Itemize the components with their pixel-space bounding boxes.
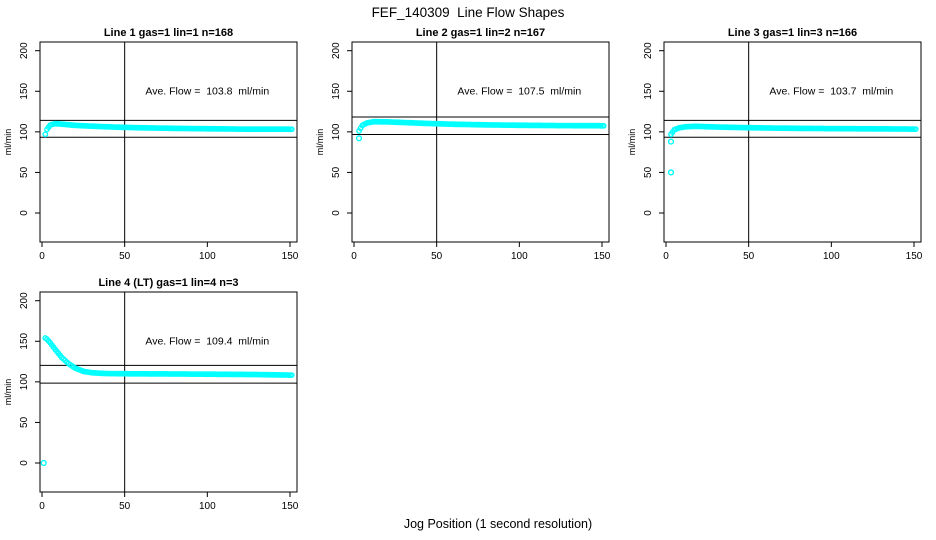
y-tick-label: 150: [331, 82, 342, 99]
x-tick-label: 100: [823, 251, 840, 262]
data-point: [42, 131, 49, 138]
y-tick-label: 100: [643, 123, 654, 140]
scatter-points: [667, 123, 919, 176]
y-tick-label: 0: [331, 210, 342, 216]
scatter-points: [40, 335, 295, 467]
data-point: [600, 122, 607, 129]
x-tick-label: 150: [282, 251, 299, 262]
x-tick-label: 50: [119, 251, 131, 262]
panel-line-2: Line 2 gas=1 lin=2 n=167 0 50 100 150 0 50 100 1…: [315, 27, 611, 262]
y-tick-label: 150: [19, 82, 30, 99]
y-tick-label: 100: [331, 123, 342, 140]
y-tick-label: 200: [643, 42, 654, 59]
y-tick-label: 0: [19, 210, 30, 216]
y-tick-label: 100: [19, 373, 30, 390]
y-tick-label: 50: [643, 166, 654, 178]
panel-line-4: Line 4 (LT) gas=1 lin=4 n=3 0 50 100 150 0 50 1…: [3, 277, 299, 512]
y-tick-label: 50: [19, 166, 30, 178]
outlier-point: [355, 135, 363, 142]
x-axis-label: Jog Position (1 second resolution): [403, 517, 593, 531]
outlier-point: [40, 459, 47, 467]
outlier-point: [667, 138, 675, 145]
y-tick-label: 50: [19, 416, 30, 428]
scatter-points: [355, 118, 607, 142]
ave-flow-annotation: Ave. Flow = 103.7 ml/min: [769, 85, 893, 97]
data-point: [288, 372, 295, 379]
y-tick-label: 0: [19, 460, 30, 466]
y-tick-label: 200: [19, 42, 30, 59]
x-tick-label: 0: [663, 251, 669, 262]
y-tick-label: 200: [331, 42, 342, 59]
x-tick-label: 50: [119, 501, 131, 512]
data-point: [912, 126, 919, 133]
panel-title: Line 3 gas=1 lin=3 n=166: [728, 27, 857, 39]
ave-flow-annotation: Ave. Flow = 109.4 ml/min: [145, 335, 269, 347]
panel-title: Line 2 gas=1 lin=2 n=167: [416, 27, 545, 39]
figure-title: FEF_140309 Line Flow Shapes: [371, 5, 565, 20]
ave-flow-annotation: Ave. Flow = 103.8 ml/min: [145, 85, 269, 97]
y-axis-label: ml/min: [627, 129, 637, 156]
y-tick-label: 0: [643, 210, 654, 216]
outlier-point: [667, 169, 675, 176]
y-tick-label: 50: [331, 166, 342, 178]
data-point: [288, 126, 295, 133]
y-tick-label: 100: [19, 123, 30, 140]
ave-flow-annotation: Ave. Flow = 107.5 ml/min: [457, 85, 581, 97]
panel-title: Line 4 (LT) gas=1 lin=4 n=3: [98, 277, 238, 289]
plot-box: [39, 291, 298, 493]
y-tick-label: 150: [19, 332, 30, 349]
x-tick-label: 100: [199, 501, 216, 512]
x-tick-label: 150: [282, 501, 299, 512]
y-axis-label: ml/min: [3, 379, 13, 406]
x-tick-label: 0: [351, 251, 357, 262]
x-tick-label: 150: [594, 251, 611, 262]
x-tick-label: 100: [199, 251, 216, 262]
panel-line-3: Line 3 gas=1 lin=3 n=166 0 50 100 150 0 50 100 1…: [627, 27, 923, 262]
x-tick-label: 0: [39, 501, 45, 512]
y-tick-label: 150: [643, 82, 654, 99]
y-axis-label: ml/min: [315, 129, 325, 156]
panel-title: Line 1 gas=1 lin=1 n=168: [104, 27, 233, 39]
panel-line-1: Line 1 gas=1 lin=1 n=168 0 50 100 150 0 50 100 1…: [3, 27, 299, 262]
y-axis-label: ml/min: [3, 129, 13, 156]
x-tick-label: 100: [511, 251, 528, 262]
x-tick-label: 50: [743, 251, 755, 262]
scatter-points: [42, 120, 295, 138]
x-tick-label: 50: [431, 251, 443, 262]
x-tick-label: 150: [906, 251, 923, 262]
plot-box: [663, 41, 922, 243]
plot-box: [39, 41, 298, 243]
plot-box: [351, 41, 610, 243]
x-tick-label: 0: [39, 251, 45, 262]
y-tick-label: 200: [19, 292, 30, 309]
